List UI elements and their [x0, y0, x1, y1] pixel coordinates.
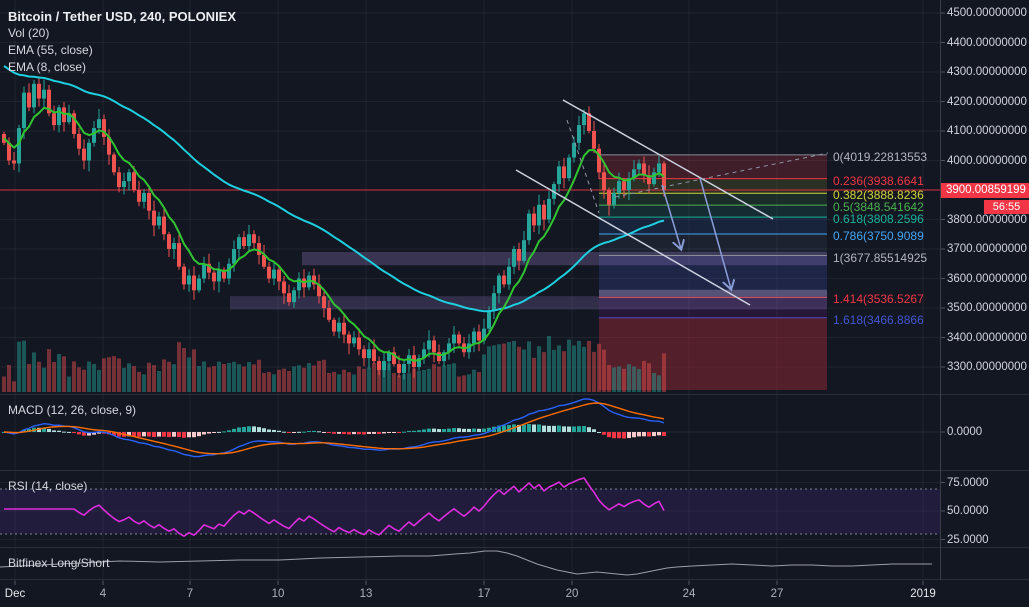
fib-level-label: 1(3677.85514925: [833, 250, 928, 265]
fib-level-label: 0.236(3938.6641: [833, 173, 924, 188]
time-tick: 2019: [910, 588, 936, 600]
price-tick: 3400.00000000: [947, 331, 1027, 344]
fib-level-label: 0(4019.22813553: [833, 149, 928, 164]
price-tick: 4500.00000000: [947, 7, 1027, 19]
fib-level-label: 0.382(3888.8236: [833, 188, 924, 203]
price-tick: 3600.00000000: [947, 272, 1027, 285]
time-tick: 24: [682, 588, 696, 600]
price-tick: 4300.00000000: [947, 66, 1027, 78]
time-tick: 27: [770, 588, 784, 600]
rsi-panel-label[interactable]: RSI (14, close): [8, 479, 88, 493]
bitfinex-panel-label[interactable]: Bitfinex Long/Short: [8, 556, 110, 570]
time-tick: 10: [271, 588, 285, 600]
time-tick: 17: [477, 588, 491, 600]
time-tick: 20: [565, 588, 579, 600]
time-tick: 13: [359, 588, 373, 600]
fib-level-label: 1.414(3536.5267: [833, 292, 924, 307]
price-tick: 3700.00000000: [947, 243, 1027, 255]
fib-level-label: 0.5(3848.541642: [833, 200, 924, 215]
fib-level-label: 0.618(3808.2596: [833, 212, 924, 227]
last-price-badge: 3900.00859199: [941, 183, 1029, 198]
price-tick: 4200.00000000: [947, 95, 1027, 108]
time-tick: 7: [186, 588, 194, 600]
price-tick: 4100.00000000: [947, 125, 1027, 137]
rsi-tick: 25.0000: [947, 533, 989, 546]
macd-zero-tick: 0.0000: [947, 426, 983, 438]
rsi-tick: 50.0000: [947, 505, 989, 517]
rsi-tick: 75.0000: [947, 476, 989, 489]
fib-level-label: 0.786(3750.9089: [833, 228, 924, 243]
legend-ema8[interactable]: EMA (8, close): [8, 60, 87, 74]
time-tick: 4: [99, 588, 107, 600]
price-tick: 3800.00000000: [947, 213, 1027, 226]
price-tick: 4400.00000000: [947, 36, 1027, 49]
legend-volume[interactable]: Vol (20): [8, 26, 50, 40]
legend-ema55[interactable]: EMA (55, close): [8, 43, 93, 57]
price-tick: 4000.00000000: [947, 154, 1027, 167]
symbol-title[interactable]: Bitcoin / Tether USD, 240, POLONIEX: [8, 9, 237, 24]
price-tick: 3500.00000000: [947, 302, 1027, 314]
price-tick: 3300.00000000: [947, 361, 1027, 373]
macd-panel-label[interactable]: MACD (12, 26, close, 9): [8, 403, 137, 417]
legend: Bitcoin / Tether USD, 240, POLONIEX Vol …: [8, 8, 236, 76]
fib-level-label: 1.618(3466.8866: [833, 312, 924, 327]
time-tick: Dec: [4, 588, 26, 600]
bar-countdown-badge: 56:55: [984, 200, 1029, 214]
